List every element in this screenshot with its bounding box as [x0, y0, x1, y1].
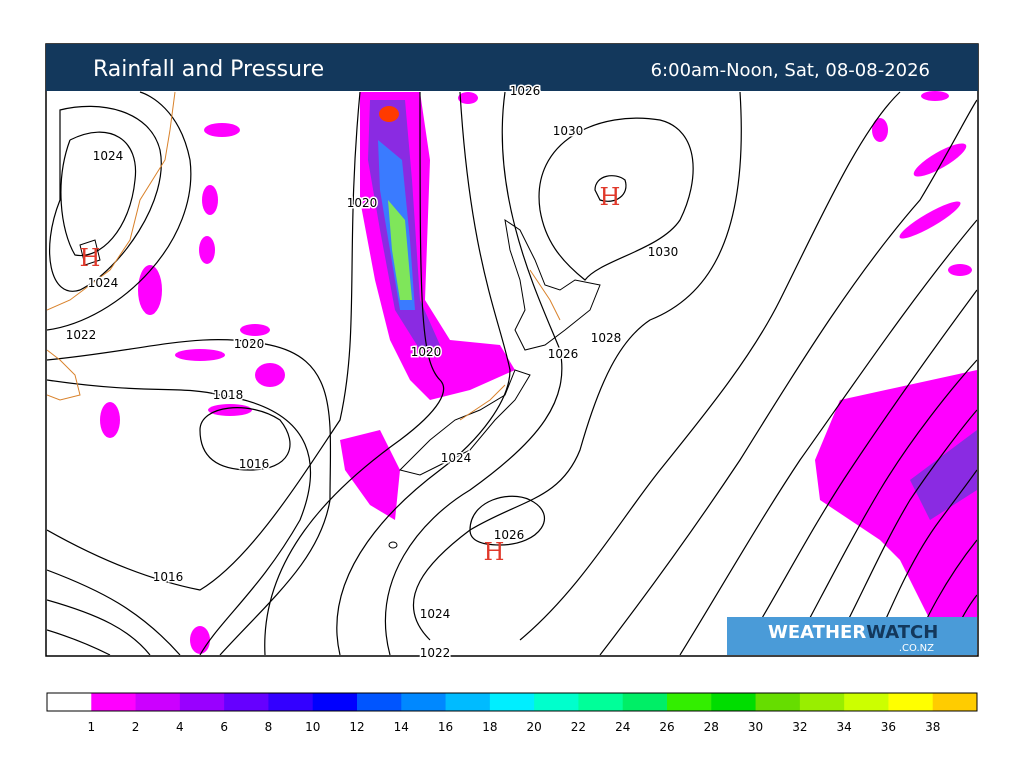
legend-swatch — [755, 693, 801, 711]
legend-label: 24 — [615, 720, 630, 734]
isobar-label: 1020 — [234, 337, 265, 351]
legend-label: 1 — [87, 720, 95, 734]
legend-swatch — [224, 693, 269, 711]
legend-swatch — [445, 693, 491, 711]
isobar-label: 1024 — [88, 276, 119, 290]
isobar-label: 1024 — [93, 149, 124, 163]
legend-swatch — [489, 693, 535, 711]
legend-swatch — [844, 693, 889, 711]
legend-label: 12 — [349, 720, 364, 734]
isobar-label: 1030 — [648, 245, 679, 259]
legend-label: 8 — [265, 720, 273, 734]
map-title: Rainfall and Pressure — [93, 57, 324, 82]
legend-label: 38 — [925, 720, 940, 734]
legend-label: 18 — [482, 720, 497, 734]
legend-label: 14 — [394, 720, 409, 734]
legend-swatch — [401, 693, 447, 711]
isobar-label: 1030 — [553, 124, 584, 138]
rain-areas — [100, 91, 977, 654]
logo-watch: WATCH — [866, 622, 938, 643]
legend-swatch — [91, 693, 137, 711]
logo-domain: .CO.NZ — [899, 643, 934, 654]
legend-swatch — [711, 693, 757, 711]
legend-label: 26 — [659, 720, 674, 734]
legend-swatch — [47, 693, 92, 711]
legend-label: 34 — [837, 720, 852, 734]
legend-label: 4 — [176, 720, 184, 734]
legend-swatch — [578, 693, 624, 711]
legend-label: 16 — [438, 720, 453, 734]
legend-swatch — [268, 693, 314, 711]
legend-swatch — [667, 693, 712, 711]
isobar-label: 1018 — [213, 388, 244, 402]
high-pressure-marker: H — [600, 183, 621, 211]
legend-label: 10 — [305, 720, 320, 734]
legend-swatch — [799, 693, 845, 711]
isobar-label: 1020 — [347, 196, 378, 210]
legend-label: 28 — [704, 720, 719, 734]
header-bar — [46, 44, 978, 91]
legend-swatch — [357, 693, 402, 711]
isobar-label: 1016 — [153, 570, 184, 584]
legend-swatch — [932, 693, 978, 711]
isobar-label: 1024 — [441, 451, 472, 465]
legend-label: 22 — [571, 720, 586, 734]
isobar-label: 1026 — [548, 347, 579, 361]
forecast-time: 6:00am-Noon, Sat, 08-08-2026 — [651, 60, 930, 81]
high-pressure-marker: H — [484, 538, 505, 566]
legend-swatch — [312, 693, 358, 711]
legend-label: 2 — [132, 720, 140, 734]
map-layer — [47, 91, 977, 655]
legend-label: 20 — [527, 720, 542, 734]
isobar-labels: 1024 1024 1022 1020 1018 1016 1020 1020 … — [64, 83, 680, 662]
isobar-label: 1020 — [411, 345, 442, 359]
coastline — [47, 91, 601, 549]
isobar-label: 1024 — [420, 607, 451, 621]
isobar-label: 1026 — [510, 84, 541, 98]
logo-weather: WEATHER — [768, 622, 866, 643]
legend-label: 30 — [748, 720, 763, 734]
legend-label: 36 — [881, 720, 896, 734]
high-pressure-marker: H — [80, 244, 101, 272]
logo-box — [727, 617, 977, 655]
legend-swatch — [135, 693, 181, 711]
isobars — [47, 91, 977, 655]
isobar-label: 1022 — [420, 646, 451, 660]
isobar-label: 1016 — [239, 457, 270, 471]
legend-swatch — [622, 693, 668, 711]
isobar-label: 1028 — [591, 331, 622, 345]
legend-swatch — [888, 693, 934, 711]
legend-label: 32 — [792, 720, 807, 734]
legend-swatch — [534, 693, 579, 711]
isobar-label: 1022 — [66, 328, 97, 342]
legend-border — [46, 692, 978, 712]
color-legend: 1 2 4 6 8 10 12 14 16 18 20 22 24 26 28 30 32 34 36 38 — [46, 692, 978, 734]
legend-swatch — [179, 693, 225, 711]
isobar-label: 1026 — [494, 528, 525, 542]
logo-text: WEATHERWATCH — [768, 622, 938, 643]
legend-label: 6 — [220, 720, 228, 734]
